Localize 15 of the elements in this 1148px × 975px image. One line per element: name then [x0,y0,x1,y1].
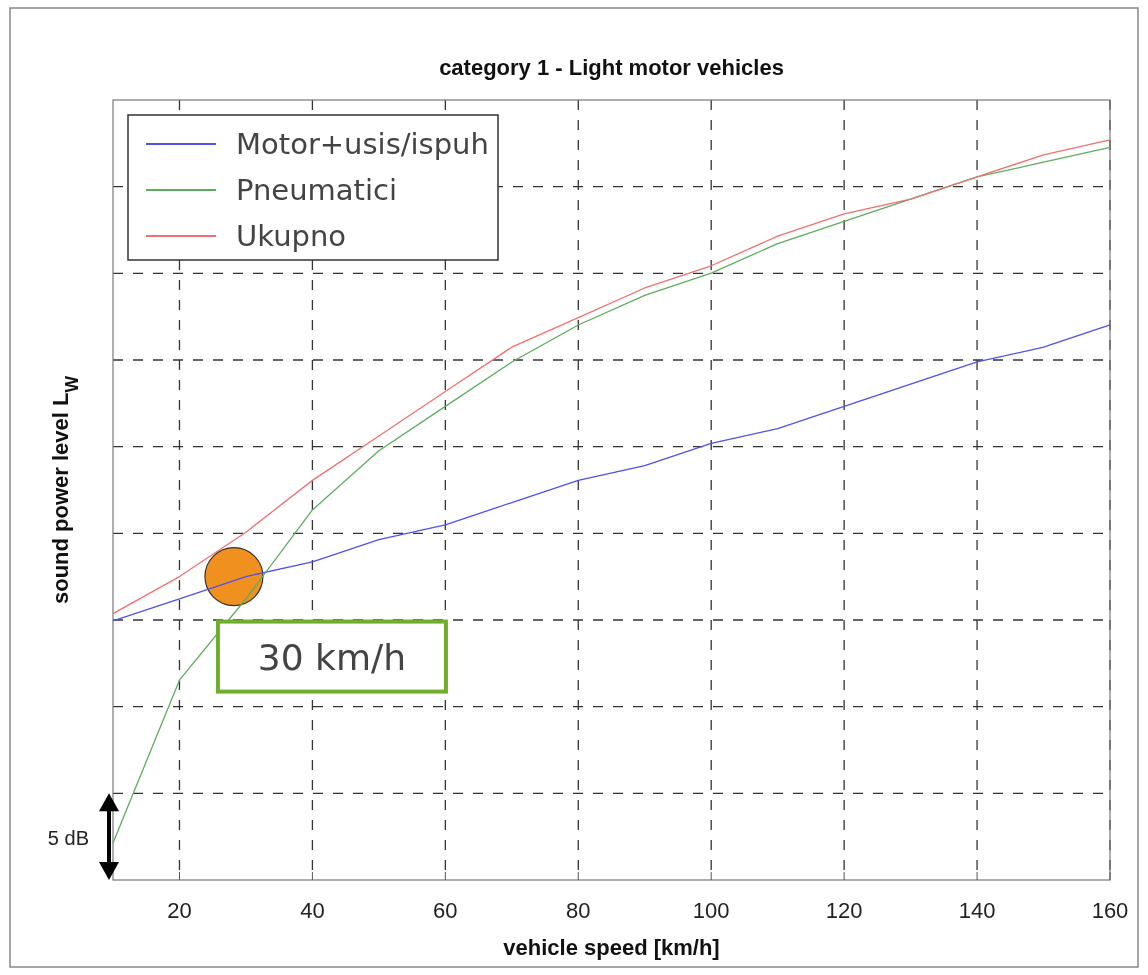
legend-label: Pneumatici [236,173,398,207]
x-tick-label: 20 [167,898,192,923]
x-axis-title: vehicle speed [km/h] [503,935,720,960]
legend-label: Motor+usis/ispuh [236,127,489,161]
x-tick-label: 120 [825,898,863,923]
x-tick-label: 60 [433,898,458,923]
x-tick-label: 80 [566,898,591,923]
annotation: 30 km/h [257,636,406,678]
x-tick-label: 160 [1091,898,1129,923]
x-tick-label: 40 [300,898,325,923]
text: 5 dB [47,826,89,849]
x-tick-label: 140 [958,898,996,923]
chart-title: category 1 - Light motor vehicles [439,55,784,80]
legend-label: Ukupno [236,219,347,253]
x-tick-label: 100 [692,898,730,923]
